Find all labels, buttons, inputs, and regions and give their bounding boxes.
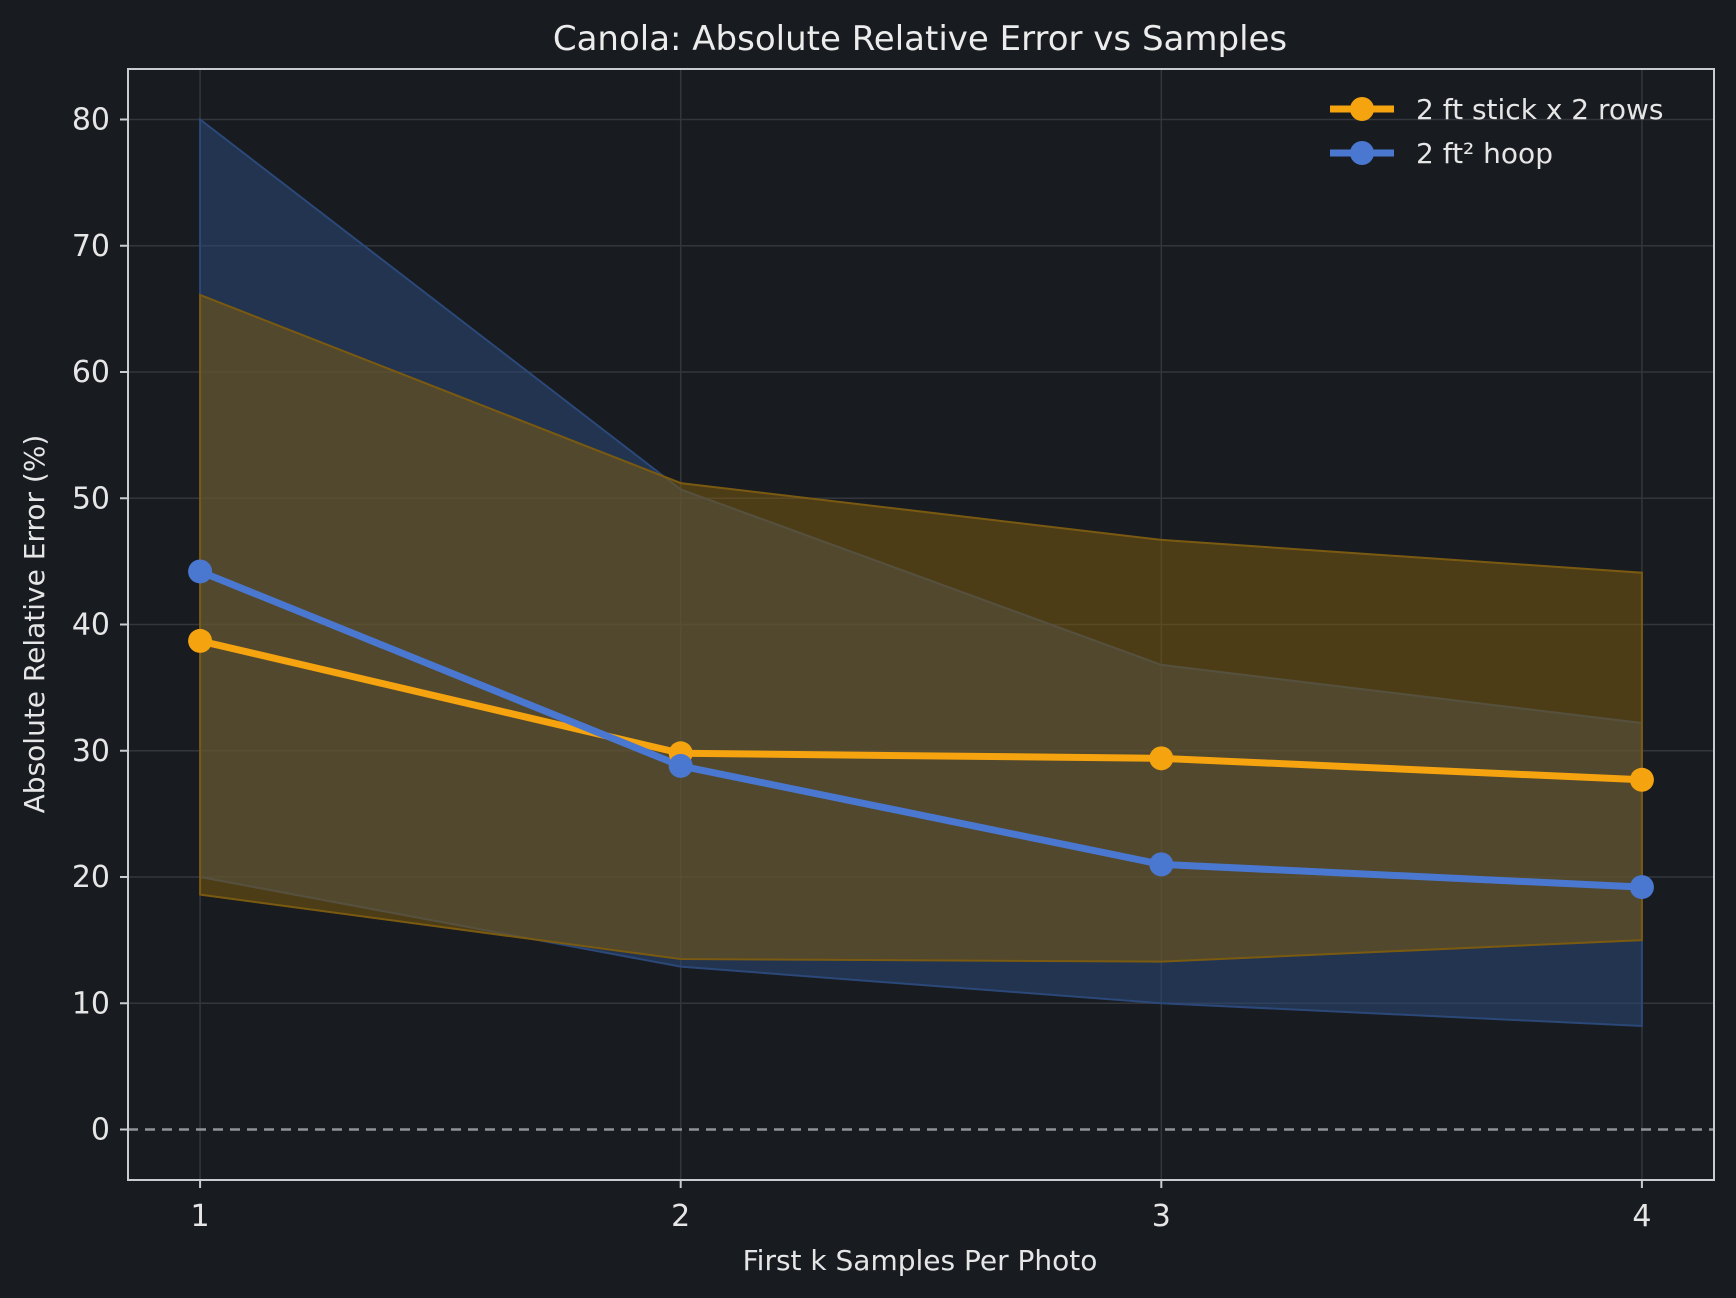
series-line bbox=[196, 567, 1646, 891]
y-axis-ticks: 0 10 20 30 40 50 60 70 80 bbox=[72, 103, 128, 1148]
x-tick-label: 3 bbox=[1152, 1199, 1171, 1234]
data-point bbox=[188, 628, 213, 653]
series-lines bbox=[196, 567, 1646, 891]
x-tick-label: 2 bbox=[671, 1199, 690, 1234]
x-tick-label: 4 bbox=[1632, 1199, 1651, 1234]
series-line bbox=[196, 637, 1646, 784]
data-point bbox=[1629, 875, 1654, 900]
y-tick-label: 0 bbox=[91, 1113, 110, 1148]
data-point bbox=[1629, 767, 1654, 792]
y-tick-label: 80 bbox=[72, 103, 110, 138]
legend-swatch-marker bbox=[1350, 141, 1374, 165]
legend-label: 2 ft² hoop bbox=[1416, 137, 1553, 170]
legend-swatch-marker bbox=[1350, 97, 1374, 121]
y-tick-label: 10 bbox=[72, 986, 110, 1021]
x-axis-label: First k Samples Per Photo bbox=[743, 1244, 1098, 1277]
data-point bbox=[188, 559, 213, 584]
y-tick-label: 20 bbox=[72, 860, 110, 895]
y-tick-label: 50 bbox=[72, 481, 110, 516]
confidence-bands bbox=[199, 117, 1643, 1028]
x-axis-ticks: 1 2 3 4 bbox=[191, 1180, 1651, 1234]
series-markers bbox=[188, 559, 1654, 900]
x-tick-label: 1 bbox=[191, 1199, 210, 1234]
chart-title: Canola: Absolute Relative Error vs Sampl… bbox=[553, 19, 1287, 59]
y-tick-label: 30 bbox=[72, 734, 110, 769]
y-tick-label: 60 bbox=[72, 355, 110, 390]
data-point bbox=[1149, 746, 1174, 771]
data-point bbox=[668, 753, 693, 778]
confidence-band bbox=[199, 293, 1643, 963]
y-axis-label: Absolute Relative Error (%) bbox=[18, 435, 51, 814]
legend-label: 2 ft stick x 2 rows bbox=[1416, 93, 1664, 126]
legend: 2 ft stick x 2 rows 2 ft² hoop bbox=[1330, 93, 1664, 170]
y-tick-label: 40 bbox=[72, 608, 110, 643]
y-tick-label: 70 bbox=[72, 229, 110, 264]
data-point bbox=[1149, 852, 1174, 877]
